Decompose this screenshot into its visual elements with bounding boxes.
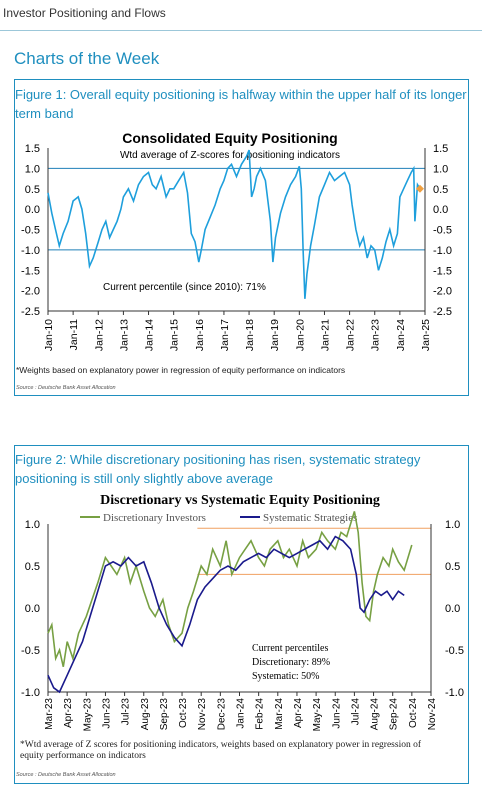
- chart2-xtick-label: Feb-24: [255, 698, 266, 730]
- chart1-title: Consolidated Equity Positioning: [122, 130, 337, 146]
- chart2-annotation-2: Discretionary: 89%: [252, 657, 330, 668]
- chart1-ytick-right: 1.0: [433, 163, 448, 175]
- figure1-source: Source : Deutsche Bank Asset Allocation: [16, 385, 116, 391]
- chart2-discretionary-line: [47, 511, 413, 667]
- header-divider: [0, 30, 482, 31]
- chart1-subtitle: Wtd average of Z-scores for positioning …: [120, 150, 340, 161]
- chart2-xtick-label: Apr-23: [63, 698, 74, 728]
- chart1-ytick-left: -2.5: [21, 306, 40, 318]
- chart2-annotation-3: Systematic: 50%: [252, 671, 320, 682]
- figure1-frame-edge: [14, 79, 469, 396]
- chart2-xtick-label: Mar-24: [274, 698, 285, 730]
- chart1-ytick-left: 1.5: [25, 143, 40, 155]
- chart2-ytick-right: 0.5: [445, 561, 460, 573]
- chart1-ytick-right: -1.0: [433, 245, 452, 257]
- chart1-ytick-left: -1.5: [21, 265, 40, 277]
- chart1-annotation: Current percentile (since 2010): 71%: [103, 282, 266, 293]
- chart2-ytick-right: -0.5: [445, 645, 464, 657]
- figure2-chart: Discretionary vs Systematic Equity Posit…: [21, 493, 464, 732]
- chart1-ytick-right: -2.5: [433, 306, 452, 318]
- chart2-ytick-left: 1.0: [25, 519, 40, 531]
- chart1-ytick-right: 0.0: [433, 204, 448, 216]
- chart2-xtick-label: May-23: [82, 698, 93, 732]
- chart2-xtick-label: Jan-24: [236, 698, 247, 729]
- chart1-xtick-label: Jan-13: [118, 319, 130, 351]
- chart2-xtick-label: Nov-23: [197, 698, 208, 731]
- chart2-ytick-left: 0.5: [25, 561, 40, 573]
- chart1-xtick-label: Jan-24: [395, 319, 407, 351]
- chart1-xtick-label: Jan-25: [420, 319, 432, 351]
- figure1-caption: Figure 1: Overall equity positioning is …: [15, 87, 467, 121]
- chart2-xtick-label: Apr-24: [293, 698, 304, 728]
- chart1-xtick-label: Jan-21: [319, 319, 331, 351]
- chart1-xtick-label: Jan-12: [93, 319, 105, 351]
- chart1-ytick-right: 0.5: [433, 184, 448, 196]
- chart1-ytick-right: -1.5: [433, 265, 452, 277]
- chart2-xtick-label: Nov-24: [427, 698, 438, 731]
- figure1-frame: [14, 79, 469, 396]
- chart2-xtick-label: Oct-24: [408, 698, 419, 728]
- chart2-xtick-label: Aug-24: [370, 698, 381, 731]
- chart2-annotation-1: Current percentiles: [252, 643, 328, 654]
- chart1-ytick-left: 0.0: [25, 204, 40, 216]
- figure2-footnote: *Wtd average of Z scores for positioning…: [20, 740, 421, 761]
- chart2-ytick-left: 0.0: [25, 603, 40, 615]
- chart1-xtick-label: Jan-15: [169, 319, 181, 351]
- chart1-xtick-label: Jan-17: [219, 319, 231, 351]
- section-title: Charts of the Week: [14, 49, 160, 68]
- figure1-footnote: *Weights based on explanatory power in r…: [16, 365, 346, 375]
- chart2-xtick-label: Sep-24: [389, 698, 400, 731]
- chart1-xtick-label: Jan-23: [370, 319, 382, 351]
- chart1-ytick-right: -0.5: [433, 225, 452, 237]
- chart1-ytick-left: -1.0: [21, 245, 40, 257]
- chart2-xtick-label: Jun-24: [331, 698, 342, 729]
- chart2-title: Discretionary vs Systematic Equity Posit…: [100, 493, 380, 508]
- chart2-ytick-left: -0.5: [21, 645, 40, 657]
- chart1-xtick-label: Jan-16: [194, 319, 206, 351]
- chart2-xtick-label: Jul-24: [350, 698, 361, 726]
- chart2-ytick-right: -1.0: [445, 687, 464, 699]
- legend-systematic-label: Systematic Strategies: [263, 512, 357, 524]
- chart2-systematic-line: [47, 535, 405, 694]
- figure2-caption: Figure 2: While discretionary positionin…: [15, 452, 421, 486]
- chart2-xtick-label: Mar-23: [44, 698, 55, 730]
- chart1-xtick-label: Jan-20: [294, 319, 306, 351]
- chart1-xtick-label: Jan-18: [244, 319, 256, 351]
- chart2-xtick-label: Sep-23: [159, 698, 170, 731]
- chart2-xtick-label: Jul-23: [121, 698, 132, 726]
- chart2-xtick-label: Oct-23: [178, 698, 189, 728]
- page-header: Investor Positioning and Flows: [3, 6, 166, 20]
- legend-discretionary-label: Discretionary Investors: [103, 512, 206, 524]
- chart2-xtick-label: Aug-23: [140, 698, 151, 731]
- figure1-chart: Consolidated Equity Positioning Wtd aver…: [21, 130, 452, 351]
- chart1-xtick-label: Jan-19: [269, 319, 281, 351]
- chart1-series-line: [47, 149, 421, 299]
- figure2-frame: [14, 445, 469, 784]
- chart2-xtick-label: Jun-23: [101, 698, 112, 729]
- chart1-current-marker: [415, 184, 424, 193]
- chart2-ytick-left: -1.0: [21, 687, 40, 699]
- chart1-xtick-label: Jan-11: [68, 319, 80, 350]
- chart2-xtick-label: May-24: [312, 698, 323, 732]
- chart1-ytick-left: 1.0: [25, 163, 40, 175]
- figure2-source: Source : Deutsche Bank Asset Allocation: [16, 772, 116, 778]
- chart1-ytick-left: -0.5: [21, 225, 40, 237]
- chart2-xtick-label: Dec-23: [216, 698, 227, 731]
- figure2-frame-edge: [14, 445, 469, 784]
- chart2-ytick-right: 1.0: [445, 519, 460, 531]
- chart1-ytick-right: 1.5: [433, 143, 448, 155]
- chart1-xtick-label: Jan-22: [345, 319, 357, 351]
- chart1-ytick-left: -2.0: [21, 286, 40, 298]
- chart1-ytick-right: -2.0: [433, 286, 452, 298]
- chart2-ytick-right: 0.0: [445, 603, 460, 615]
- chart1-xtick-label: Jan-14: [144, 319, 156, 351]
- chart1-ytick-left: 0.5: [25, 184, 40, 196]
- chart1-xtick-label: Jan-10: [43, 319, 55, 351]
